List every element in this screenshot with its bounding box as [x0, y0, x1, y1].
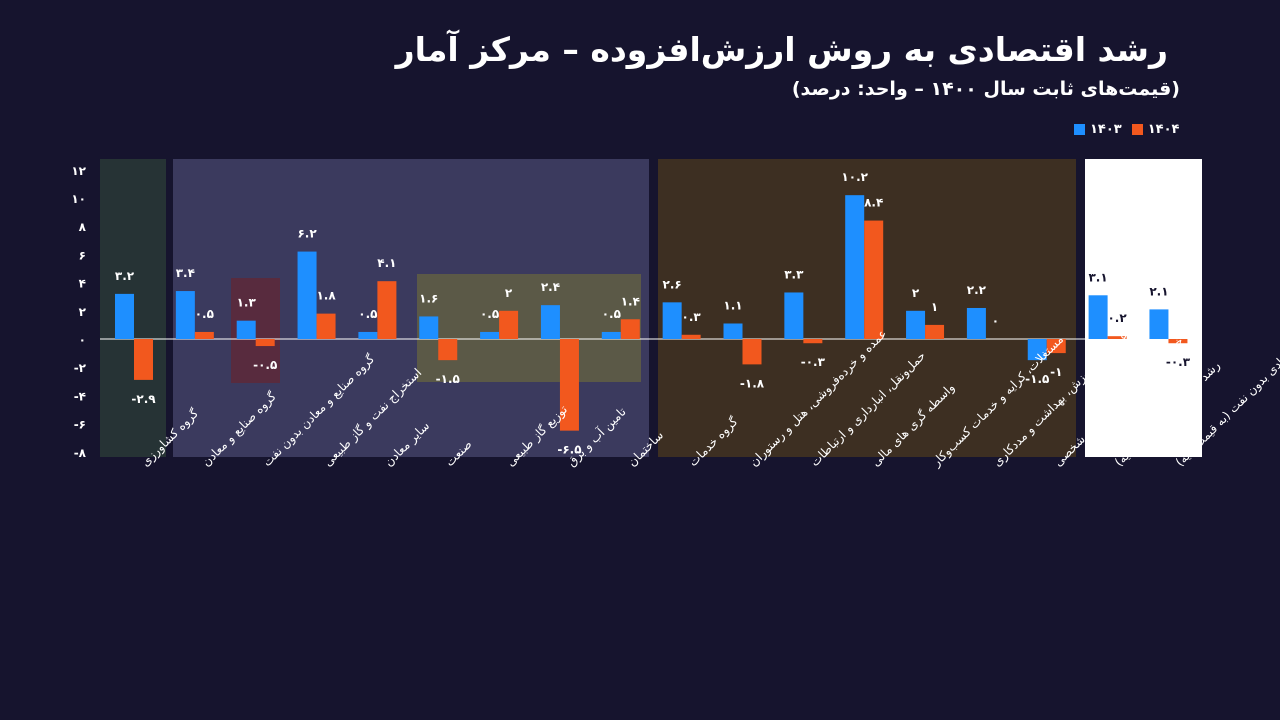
bar-1404 [1168, 339, 1188, 344]
y-tick-label: ۴ [79, 277, 86, 291]
bar-1403 [480, 331, 500, 339]
data-label: ۱.۱ [723, 298, 742, 312]
bar-1403 [845, 195, 865, 339]
data-label: -۱ [1050, 365, 1062, 379]
data-label: ۱۰.۲ [841, 170, 868, 184]
data-label: ۲.۱ [1149, 284, 1168, 298]
bar-1404 [864, 220, 884, 339]
bar-1403 [1149, 309, 1169, 339]
data-label: ۰.۵ [480, 307, 499, 321]
legend-item-1403: ۱۴۰۳ [1074, 122, 1122, 137]
data-label: ۱ [931, 300, 938, 314]
legend-swatch-1403 [1074, 124, 1085, 135]
y-tick-label: ۸ [79, 220, 87, 234]
data-label: -۰.۳ [1166, 355, 1191, 369]
data-label: ۴.۱ [377, 256, 396, 270]
bar-1404 [1046, 339, 1066, 354]
bar-1403 [1027, 339, 1047, 361]
legend: ۱۴۰۳ ۱۴۰۴ [1074, 122, 1180, 137]
y-tick-label: ۰ [79, 333, 86, 347]
y-tick-label: ۶ [79, 248, 86, 262]
data-label: ۱.۶ [419, 291, 438, 305]
bar-1403 [175, 291, 195, 339]
data-label: ۳.۲ [115, 269, 135, 283]
data-label: ۲.۶ [663, 277, 682, 291]
y-tick-label: ۱۲ [71, 164, 86, 178]
data-label: ۳.۴ [176, 266, 195, 280]
data-label: ۱.۸ [316, 289, 336, 303]
data-label: ۲ [505, 286, 513, 300]
bar-1403 [601, 331, 621, 339]
bar-1403 [236, 320, 256, 339]
y-tick-label: ۱۰ [71, 192, 86, 206]
data-label: -۶.۵ [557, 443, 581, 457]
highlight-utilities-construction [417, 274, 641, 382]
bar-1404 [255, 339, 275, 347]
bar-1404 [194, 331, 214, 339]
data-label: -۱.۵ [1025, 372, 1049, 386]
bar-1404 [1107, 336, 1127, 339]
bar-1404 [134, 339, 153, 380]
data-label: ۱.۳ [237, 296, 257, 310]
data-label: -۱.۸ [740, 376, 765, 390]
bar-1403 [297, 251, 317, 339]
bar-1403 [784, 292, 804, 339]
bar-1403 [115, 293, 134, 339]
data-label: ۳.۳ [784, 267, 804, 281]
y-tick-label: -۲ [74, 361, 87, 375]
bar-1404 [681, 334, 701, 339]
data-label: -۰.۵ [253, 358, 277, 372]
chart-subtitle: (قیمت‌های ثابت سال ۱۴۰۰ – واحد: درصد) [791, 78, 1180, 100]
data-label: -۰.۳ [801, 355, 826, 369]
bar-1403 [662, 302, 682, 339]
legend-label-1404: ۱۴۰۴ [1147, 122, 1180, 137]
bar-1404 [620, 319, 640, 339]
data-label: ۶.۲ [297, 227, 317, 241]
data-label: ۱.۴ [621, 294, 640, 308]
y-tick-label: ۲ [79, 305, 87, 319]
chart-title: رشد اقتصادی به روش ارزش‌افزوده – مرکز آم… [395, 30, 1168, 69]
data-label: ۰ [992, 314, 999, 328]
data-label: ۲.۴ [541, 280, 560, 294]
data-label: ۰.۵ [358, 307, 377, 321]
bar-1403 [419, 316, 439, 339]
bar-1404 [438, 339, 458, 361]
bar-1403 [358, 331, 378, 339]
data-label: ۳.۱ [1088, 270, 1107, 284]
bar-1403 [723, 323, 743, 339]
bar-1404 [742, 339, 762, 365]
bar-1404 [499, 310, 519, 339]
bar-1404 [377, 281, 397, 339]
data-label: -۲.۹ [131, 392, 156, 406]
data-label: ۰.۵ [195, 307, 214, 321]
bar-1403 [1088, 295, 1108, 339]
data-label: ۲.۲ [967, 283, 987, 297]
bar-1403 [540, 305, 560, 339]
legend-label-1403: ۱۴۰۳ [1090, 122, 1122, 137]
data-label: ۲ [912, 286, 920, 300]
legend-item-1404: ۱۴۰۴ [1131, 122, 1180, 137]
data-label: ۰.۲ [1107, 311, 1127, 325]
bar-1404 [803, 339, 823, 344]
data-label: -۱.۵ [436, 372, 460, 386]
bar-1404 [316, 313, 336, 339]
bar-1403 [906, 310, 926, 339]
legend-swatch-1404 [1131, 124, 1143, 135]
bar-1403 [966, 307, 986, 339]
y-tick-label: -۴ [74, 389, 86, 403]
bar-1404 [559, 339, 579, 431]
data-label: ۸.۴ [864, 196, 883, 210]
y-tick-label: -۸ [74, 446, 87, 460]
data-label: ۰.۵ [602, 307, 621, 321]
bar-1404 [925, 324, 945, 339]
data-label: ۰.۳ [682, 310, 702, 324]
y-tick-label: -۶ [74, 418, 86, 432]
